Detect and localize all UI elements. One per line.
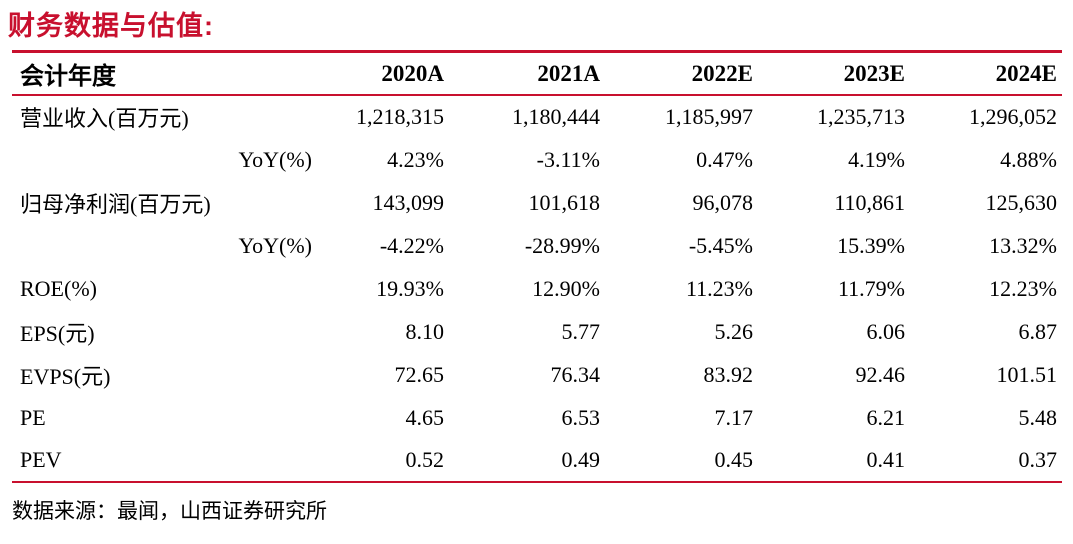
cell-value: 6.06 xyxy=(866,318,906,344)
cell-value: 4.23% xyxy=(387,146,444,172)
cell-value: 110,861 xyxy=(834,189,905,215)
cell-value: 83.92 xyxy=(703,361,754,387)
cell-value: 76.34 xyxy=(550,361,601,387)
cell-value: 4.65 xyxy=(405,404,445,430)
row-label: YoY(%) xyxy=(238,232,312,258)
financial-data-table: 会计年度 2020A 2021A 2022E 2023E 2024E 营业收入(… xyxy=(12,49,1062,484)
table-row: 归母净利润(百万元) 143,099 101,618 96,078 110,861 125… xyxy=(12,181,1062,224)
cell-value: 7.17 xyxy=(714,404,754,430)
header-year-2021a: 2021A xyxy=(537,60,600,86)
cell-value: 5.48 xyxy=(1018,404,1058,430)
cell-value: 96,078 xyxy=(692,189,754,215)
cell-value: 101.51 xyxy=(996,361,1058,387)
cell-value: 11.79% xyxy=(837,275,905,301)
row-label: EPS(元) xyxy=(20,320,95,346)
cell-value: 1,180,444 xyxy=(512,104,600,130)
table-row: YoY(%) 4.23% -3.11% 0.47% 4.19% 4.88% xyxy=(12,138,1062,181)
cell-value: 92.46 xyxy=(855,361,906,387)
cell-value: 101,618 xyxy=(528,189,601,215)
table-body: 营业收入(百万元) 1,218,315 1,180,444 1,185,997 1,23… xyxy=(12,95,1062,482)
cell-value: -28.99% xyxy=(524,232,600,258)
cell-value: 4.88% xyxy=(1000,146,1057,172)
cell-value: 1,185,997 xyxy=(665,104,753,130)
row-label: PE xyxy=(20,404,46,430)
cell-value: 15.39% xyxy=(837,232,905,258)
cell-value: -5.45% xyxy=(688,232,753,258)
row-label: 归母净利润(百万元) xyxy=(20,191,211,217)
row-label: PEV xyxy=(20,447,62,473)
header-year-2024e: 2024E xyxy=(995,60,1057,86)
table-row: EPS(元) 8.10 5.77 5.26 6.06 6.87 xyxy=(12,310,1062,353)
cell-value: -4.22% xyxy=(379,232,444,258)
cell-value: 0.37 xyxy=(1018,447,1058,473)
cell-value: 13.32% xyxy=(989,232,1057,258)
cell-value: 0.49 xyxy=(561,447,601,473)
cell-value: 4.19% xyxy=(848,146,905,172)
cell-value: 143,099 xyxy=(372,189,445,215)
table-header-row: 会计年度 2020A 2021A 2022E 2023E 2024E xyxy=(12,51,1062,96)
cell-value: 1,296,052 xyxy=(969,104,1057,130)
cell-value: 6.87 xyxy=(1018,318,1058,344)
table-row: PE 4.65 6.53 7.17 6.21 5.48 xyxy=(12,396,1062,439)
cell-value: 6.21 xyxy=(866,404,906,430)
cell-value: 1,218,315 xyxy=(356,104,444,130)
cell-value: 0.47% xyxy=(696,146,753,172)
cell-value: 8.10 xyxy=(405,318,445,344)
header-accounting-year: 会计年度 xyxy=(20,63,116,90)
cell-value: 72.65 xyxy=(394,361,445,387)
page-title: 财务数据与估值: xyxy=(8,11,214,41)
cell-value: 125,630 xyxy=(985,189,1058,215)
cell-value: 12.23% xyxy=(989,275,1057,301)
cell-value: -3.11% xyxy=(536,146,600,172)
header-year-2023e: 2023E xyxy=(843,60,905,86)
cell-value: 0.41 xyxy=(866,447,906,473)
cell-value: 5.77 xyxy=(561,318,601,344)
header-year-2022e: 2022E xyxy=(691,60,753,86)
cell-value: 1,235,713 xyxy=(817,104,905,130)
row-label: 营业收入(百万元) xyxy=(20,106,189,132)
row-label: YoY(%) xyxy=(238,146,312,172)
row-label: ROE(%) xyxy=(20,275,97,301)
table-row: EVPS(元) 72.65 76.34 83.92 92.46 101.51 xyxy=(12,353,1062,396)
row-label: EVPS(元) xyxy=(20,363,111,389)
cell-value: 5.26 xyxy=(714,318,754,344)
cell-value: 0.45 xyxy=(714,447,754,473)
data-source-note: 数据来源：最闻，山西证券研究所 xyxy=(12,500,327,524)
table-row: 营业收入(百万元) 1,218,315 1,180,444 1,185,997 1,23… xyxy=(12,95,1062,138)
cell-value: 19.93% xyxy=(376,275,444,301)
cell-value: 11.23% xyxy=(685,275,753,301)
table-row: PEV 0.52 0.49 0.45 0.41 0.37 xyxy=(12,439,1062,482)
table-row: YoY(%) -4.22% -28.99% -5.45% 15.39% 13.32% xyxy=(12,224,1062,267)
cell-value: 0.52 xyxy=(405,447,445,473)
table-row: ROE(%) 19.93% 12.90% 11.23% 11.79% 12.23% xyxy=(12,267,1062,310)
header-year-2020a: 2020A xyxy=(381,60,444,86)
cell-value: 12.90% xyxy=(532,275,600,301)
cell-value: 6.53 xyxy=(561,404,601,430)
